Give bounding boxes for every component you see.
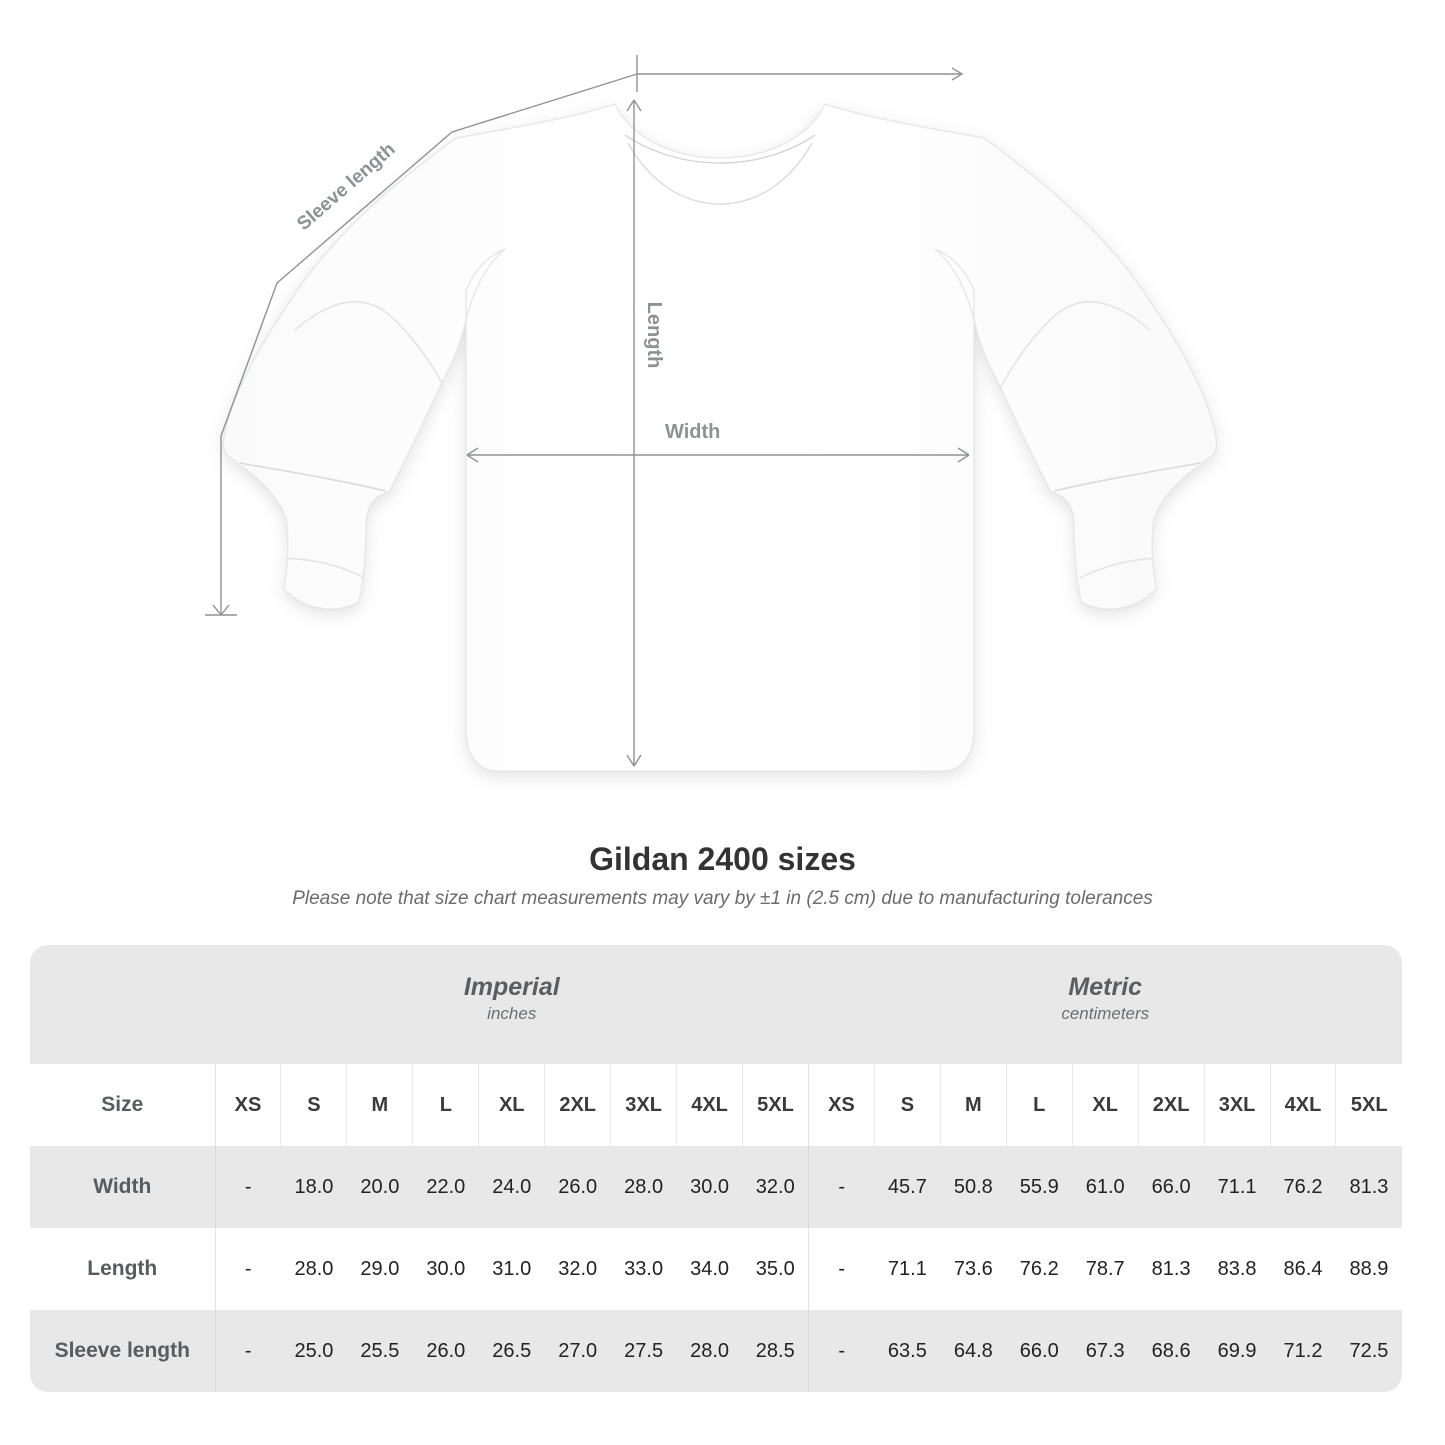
svg-text:Length: Length xyxy=(643,302,665,369)
svg-text:Width: Width xyxy=(665,421,720,443)
